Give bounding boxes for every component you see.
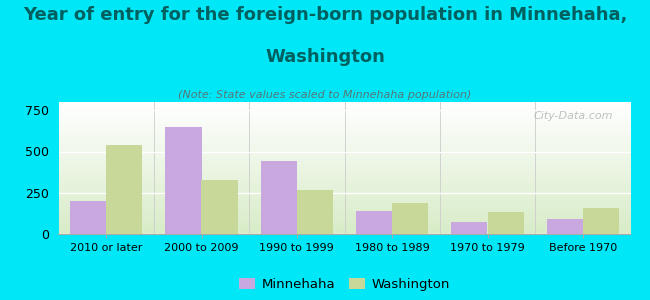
Bar bbox=[106, 145, 142, 234]
Text: (Note: State values scaled to Minnehaha population): (Note: State values scaled to Minnehaha … bbox=[178, 90, 472, 100]
Legend: Minnehaha, Washington: Minnehaha, Washington bbox=[234, 272, 455, 296]
Bar bbox=[488, 212, 524, 234]
Bar bbox=[165, 127, 202, 234]
Bar bbox=[451, 222, 488, 234]
Bar bbox=[202, 179, 238, 234]
Bar bbox=[583, 208, 619, 234]
Bar bbox=[356, 211, 392, 234]
Text: Year of entry for the foreign-born population in Minnehaha,: Year of entry for the foreign-born popul… bbox=[23, 6, 627, 24]
Bar bbox=[70, 201, 106, 234]
Text: City-Data.com: City-Data.com bbox=[534, 111, 614, 121]
Bar bbox=[261, 161, 297, 234]
Text: Washington: Washington bbox=[265, 48, 385, 66]
Bar bbox=[392, 203, 428, 234]
Bar bbox=[547, 219, 583, 234]
Bar bbox=[297, 190, 333, 234]
